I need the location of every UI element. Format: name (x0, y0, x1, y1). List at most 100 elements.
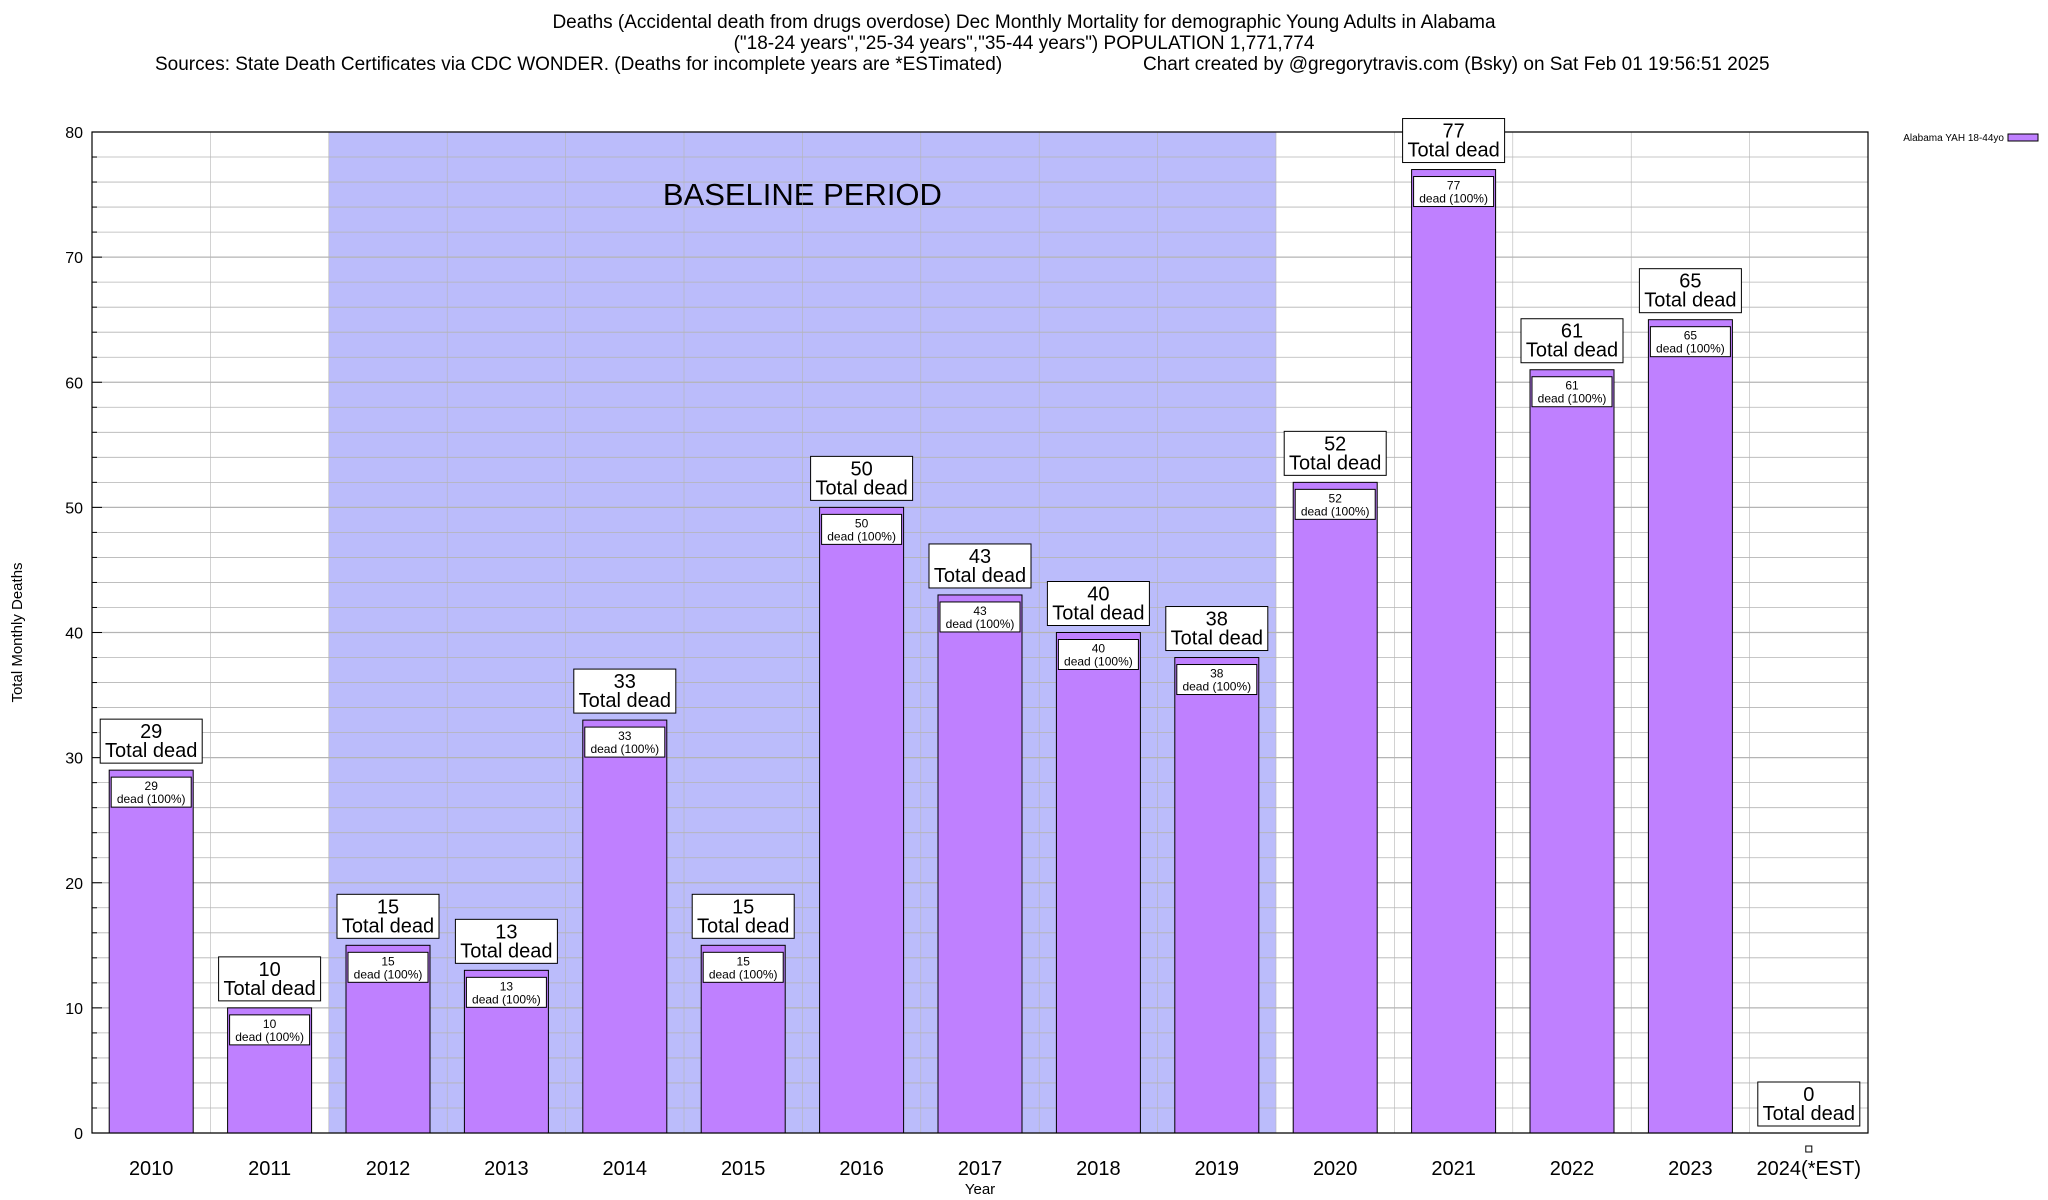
total-label-box (928, 543, 1032, 589)
inner-value-label: 50 (855, 516, 869, 530)
total-value-label: 29 (140, 721, 162, 743)
inner-pct-label: dead (100%) (1064, 655, 1133, 669)
inner-value-label: 13 (500, 979, 514, 993)
inner-value-label: 29 (145, 779, 159, 793)
x-tick-label: 2024(*EST) (1757, 1158, 1862, 1180)
legend-swatch (2007, 133, 2039, 142)
y-tick-label: 0 (74, 1126, 83, 1143)
bar (108, 769, 194, 1134)
inner-label-box (1413, 176, 1495, 208)
chart-title: Deaths (Accidental death from drugs over… (0, 12, 2048, 54)
x-tick-label: 2020 (1313, 1158, 1358, 1180)
inner-label-box (1176, 664, 1258, 696)
inner-label-box (1649, 326, 1731, 358)
inner-pct-label: dead (100%) (1656, 342, 1725, 356)
inner-label-box (1531, 376, 1613, 408)
inner-value-label: 40 (1092, 642, 1106, 656)
total-caption-label: Total dead (1644, 290, 1736, 312)
bar (1411, 169, 1497, 1134)
total-caption-label: Total dead (1052, 603, 1144, 625)
total-caption-label: Total dead (223, 978, 315, 1000)
total-label-box (1283, 430, 1387, 476)
inner-pct-label: dead (100%) (117, 792, 186, 806)
inner-label-box (229, 1014, 311, 1046)
inner-label-box (1057, 639, 1139, 670)
inner-pct-label: dead (100%) (1419, 192, 1488, 206)
inner-pct-label: dead (100%) (946, 617, 1015, 631)
x-tick-label: 2013 (484, 1158, 529, 1180)
inner-label-box (110, 776, 192, 808)
total-label-box (691, 893, 795, 939)
total-caption-label: Total dead (697, 915, 789, 937)
inner-pct-label: dead (100%) (1538, 392, 1607, 406)
inner-pct-label: dead (100%) (827, 529, 896, 543)
legend-label: Alabama YAH 18-44yo (1903, 133, 2004, 144)
inner-label-box (347, 951, 429, 983)
total-value-label: 0 (1803, 1084, 1814, 1106)
inner-value-label: 15 (737, 954, 751, 968)
inner-value-label: 38 (1210, 667, 1224, 681)
total-caption-label: Total dead (1763, 1103, 1855, 1125)
inner-label-box (1294, 488, 1376, 520)
bar (1647, 319, 1733, 1134)
total-caption-label: Total dead (1171, 628, 1263, 650)
total-label-box (810, 455, 914, 501)
inner-label-box (821, 513, 903, 545)
bar (937, 594, 1023, 1134)
inner-label-box (584, 726, 666, 758)
x-tick-label: 2010 (129, 1158, 174, 1180)
inner-value-label: 33 (618, 729, 632, 743)
total-caption-label: Total dead (342, 915, 434, 937)
x-tick-label: 2016 (839, 1158, 884, 1180)
bar (1292, 481, 1378, 1134)
total-label-box (1520, 318, 1624, 364)
y-tick-label: 50 (65, 500, 83, 517)
x-tick-label: 2015 (721, 1158, 766, 1180)
y-axis-title: Total Monthly Deaths (9, 562, 26, 702)
plot-frame (91, 131, 1869, 1134)
total-caption-label: Total dead (1289, 452, 1381, 474)
total-caption-label: Total dead (460, 940, 552, 962)
total-label-box (218, 956, 322, 1002)
total-value-label: 33 (614, 671, 636, 693)
total-value-label: 40 (1087, 584, 1109, 606)
total-value-label: 43 (969, 546, 991, 568)
inner-value-label: 10 (263, 1017, 277, 1031)
y-tick-label: 60 (65, 375, 83, 392)
total-caption-label: Total dead (934, 565, 1026, 587)
inner-value-label: 61 (1565, 379, 1579, 393)
bars-layer (108, 169, 1813, 1153)
x-tick-label: 2011 (248, 1158, 291, 1180)
x-axis-title: Year (965, 1181, 995, 1198)
y-tick-label: 40 (65, 626, 83, 643)
bar (1055, 632, 1141, 1134)
x-tick-label: 2012 (366, 1158, 411, 1180)
x-tick-label: 2018 (1076, 1158, 1121, 1180)
x-tick-label: 2017 (958, 1158, 1003, 1180)
inner-pct-label: dead (100%) (590, 742, 659, 756)
total-caption-label: Total dead (105, 740, 197, 762)
inner-value-label: 65 (1684, 329, 1698, 343)
total-value-label: 13 (495, 921, 517, 943)
inner-pct-label: dead (100%) (472, 992, 541, 1006)
total-label-box (1757, 1081, 1861, 1127)
inner-value-label: 43 (973, 604, 987, 618)
x-tick-label: 2021 (1431, 1158, 1476, 1180)
bar (819, 506, 905, 1134)
total-label-box (99, 718, 203, 764)
bar (582, 719, 668, 1134)
empty-marker (1805, 1145, 1813, 1153)
total-caption-label: Total dead (1407, 140, 1499, 162)
total-value-label: 15 (732, 896, 754, 918)
total-label-box (1165, 606, 1269, 652)
credit-text: Chart created by @gregorytravis.com (Bsk… (1143, 54, 1770, 75)
inner-pct-label: dead (100%) (235, 1030, 304, 1044)
y-tick-label: 80 (65, 125, 83, 142)
total-label-box (454, 918, 558, 964)
sources-text: Sources: State Death Certificates via CD… (155, 54, 1003, 75)
title-line-2: ("18-24 years","25-34 years","35-44 year… (733, 33, 1315, 54)
total-caption-label: Total dead (1526, 340, 1618, 362)
title-line-1: Deaths (Accidental death from drugs over… (552, 12, 1496, 33)
y-tick-label: 10 (65, 1001, 83, 1018)
